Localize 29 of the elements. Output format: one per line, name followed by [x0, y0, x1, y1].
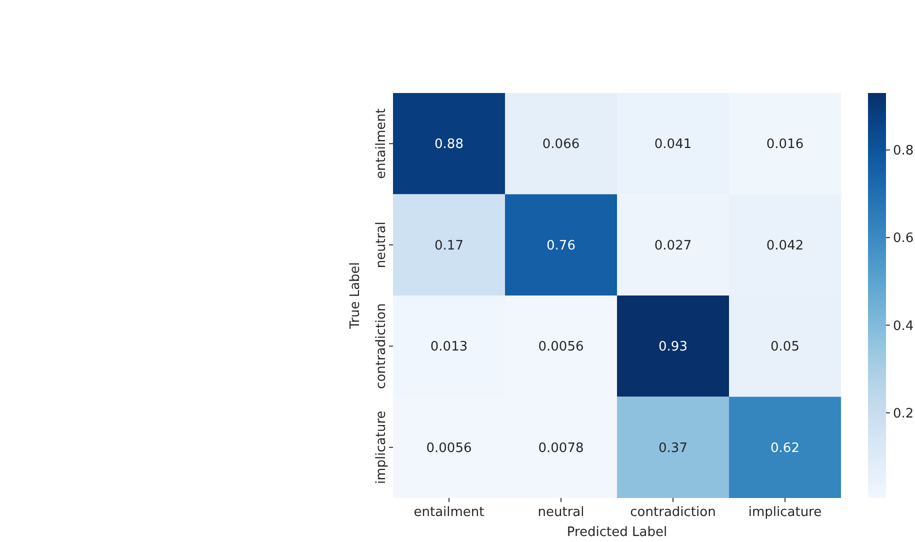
y-tick-label: contradiction	[374, 303, 389, 389]
x-tick-label: implicature	[748, 505, 822, 520]
data-label: 0.013	[430, 340, 468, 355]
data-label: 0.0056	[538, 340, 584, 355]
data-label: 0.066	[542, 137, 580, 152]
color-bar-label: 0.8	[893, 144, 914, 159]
y-tick-label: neutral	[374, 222, 389, 268]
data-label: 0.041	[654, 137, 692, 152]
y-axis-title: True Label	[348, 262, 363, 330]
data-label: 0.027	[654, 238, 692, 254]
data-label: 0.76	[546, 238, 576, 254]
data-label: 0.0078	[538, 440, 584, 456]
data-label: 0.016	[766, 137, 804, 152]
y-tick-label: entailment	[374, 108, 389, 179]
data-label: 0.05	[770, 340, 800, 355]
data-label: 0.88	[434, 137, 464, 152]
x-tick-label: contradiction	[630, 505, 716, 520]
x-tick-label: neutral	[538, 505, 584, 520]
data-label: 0.93	[658, 340, 688, 355]
color-bar-label: 0.2	[893, 406, 914, 422]
color-bar-label: 0.6	[893, 231, 914, 246]
x-tick-label: entailment	[414, 505, 484, 520]
data-label: 0.62	[770, 440, 800, 456]
data-label: 0.17	[434, 238, 464, 254]
data-label: 0.042	[766, 238, 804, 254]
data-label: 0.0056	[426, 440, 472, 456]
color-bar-label: 0.4	[893, 318, 914, 334]
x-axis-title: Predicted Label	[566, 525, 668, 540]
data-label: 0.37	[658, 440, 688, 456]
